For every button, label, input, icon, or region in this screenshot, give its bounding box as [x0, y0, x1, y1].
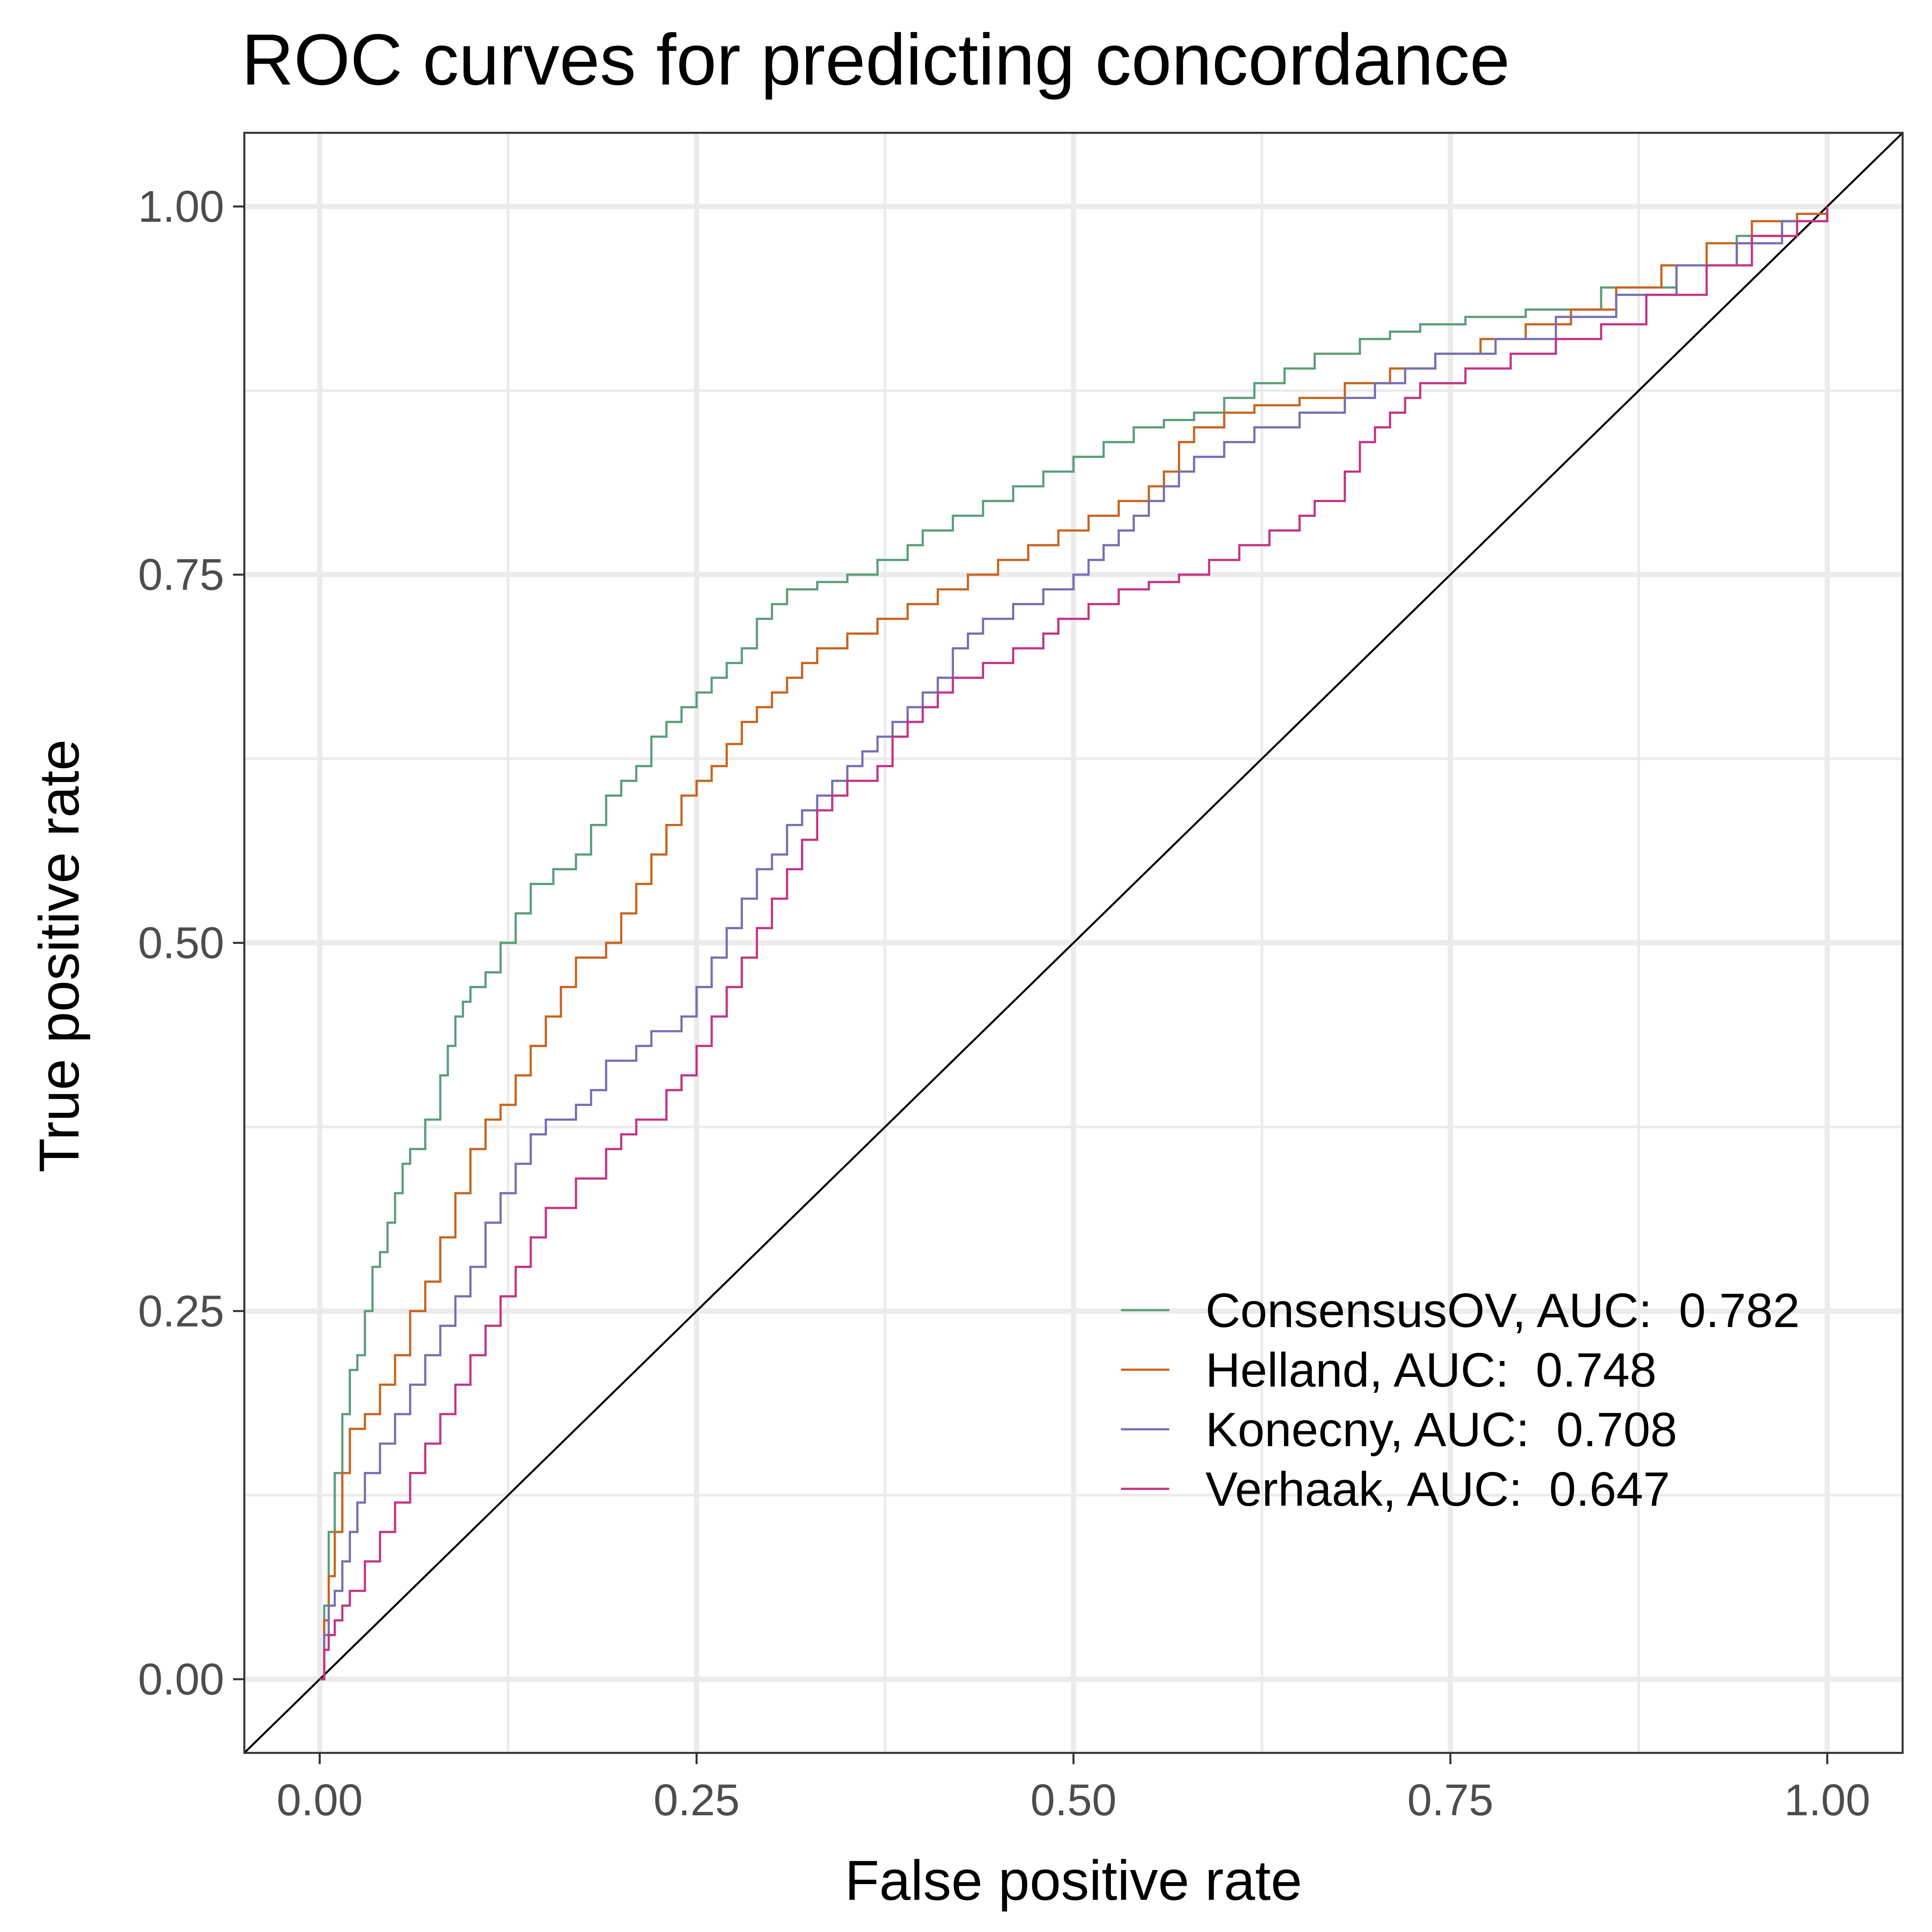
legend-label-3: Verhaak, AUC: 0.647: [1205, 1462, 1670, 1516]
y-tick-label: 1.00: [138, 182, 224, 231]
series-group: [320, 206, 1829, 1680]
y-tick-label: 0.50: [138, 919, 224, 968]
y-tick-label: 0.75: [138, 550, 224, 600]
legend-label-2: Konecny, AUC: 0.708: [1205, 1403, 1677, 1457]
y-tick-label: 0.00: [138, 1655, 224, 1704]
series-line-0: [320, 206, 1829, 1680]
series-line-3: [320, 206, 1829, 1680]
diagonal-line: [244, 132, 1903, 1754]
x-tick-label: 1.00: [1784, 1775, 1870, 1825]
chart-title: ROC curves for predicting concordance: [242, 19, 1510, 100]
series-line-2: [320, 206, 1829, 1680]
reference-diagonal: [244, 132, 1903, 1754]
y-tick-label: 0.25: [138, 1286, 224, 1336]
legend-label-1: Helland, AUC: 0.748: [1205, 1343, 1657, 1397]
x-tick-label: 0.75: [1407, 1775, 1493, 1825]
y-axis-title: True positive rate: [27, 739, 91, 1172]
x-tick-label: 0.00: [277, 1775, 363, 1825]
axis-ticks: 0.00 0.25 0.50 0.75 1.00 0.00 0.25 0.50 0.75 1.00: [138, 182, 1870, 1825]
x-tick-label: 0.50: [1030, 1775, 1117, 1825]
x-axis-title: False positive rate: [845, 1849, 1302, 1912]
legend-label-0: ConsensusOV, AUC: 0.782: [1205, 1284, 1800, 1338]
x-tick-label: 0.25: [654, 1775, 740, 1825]
